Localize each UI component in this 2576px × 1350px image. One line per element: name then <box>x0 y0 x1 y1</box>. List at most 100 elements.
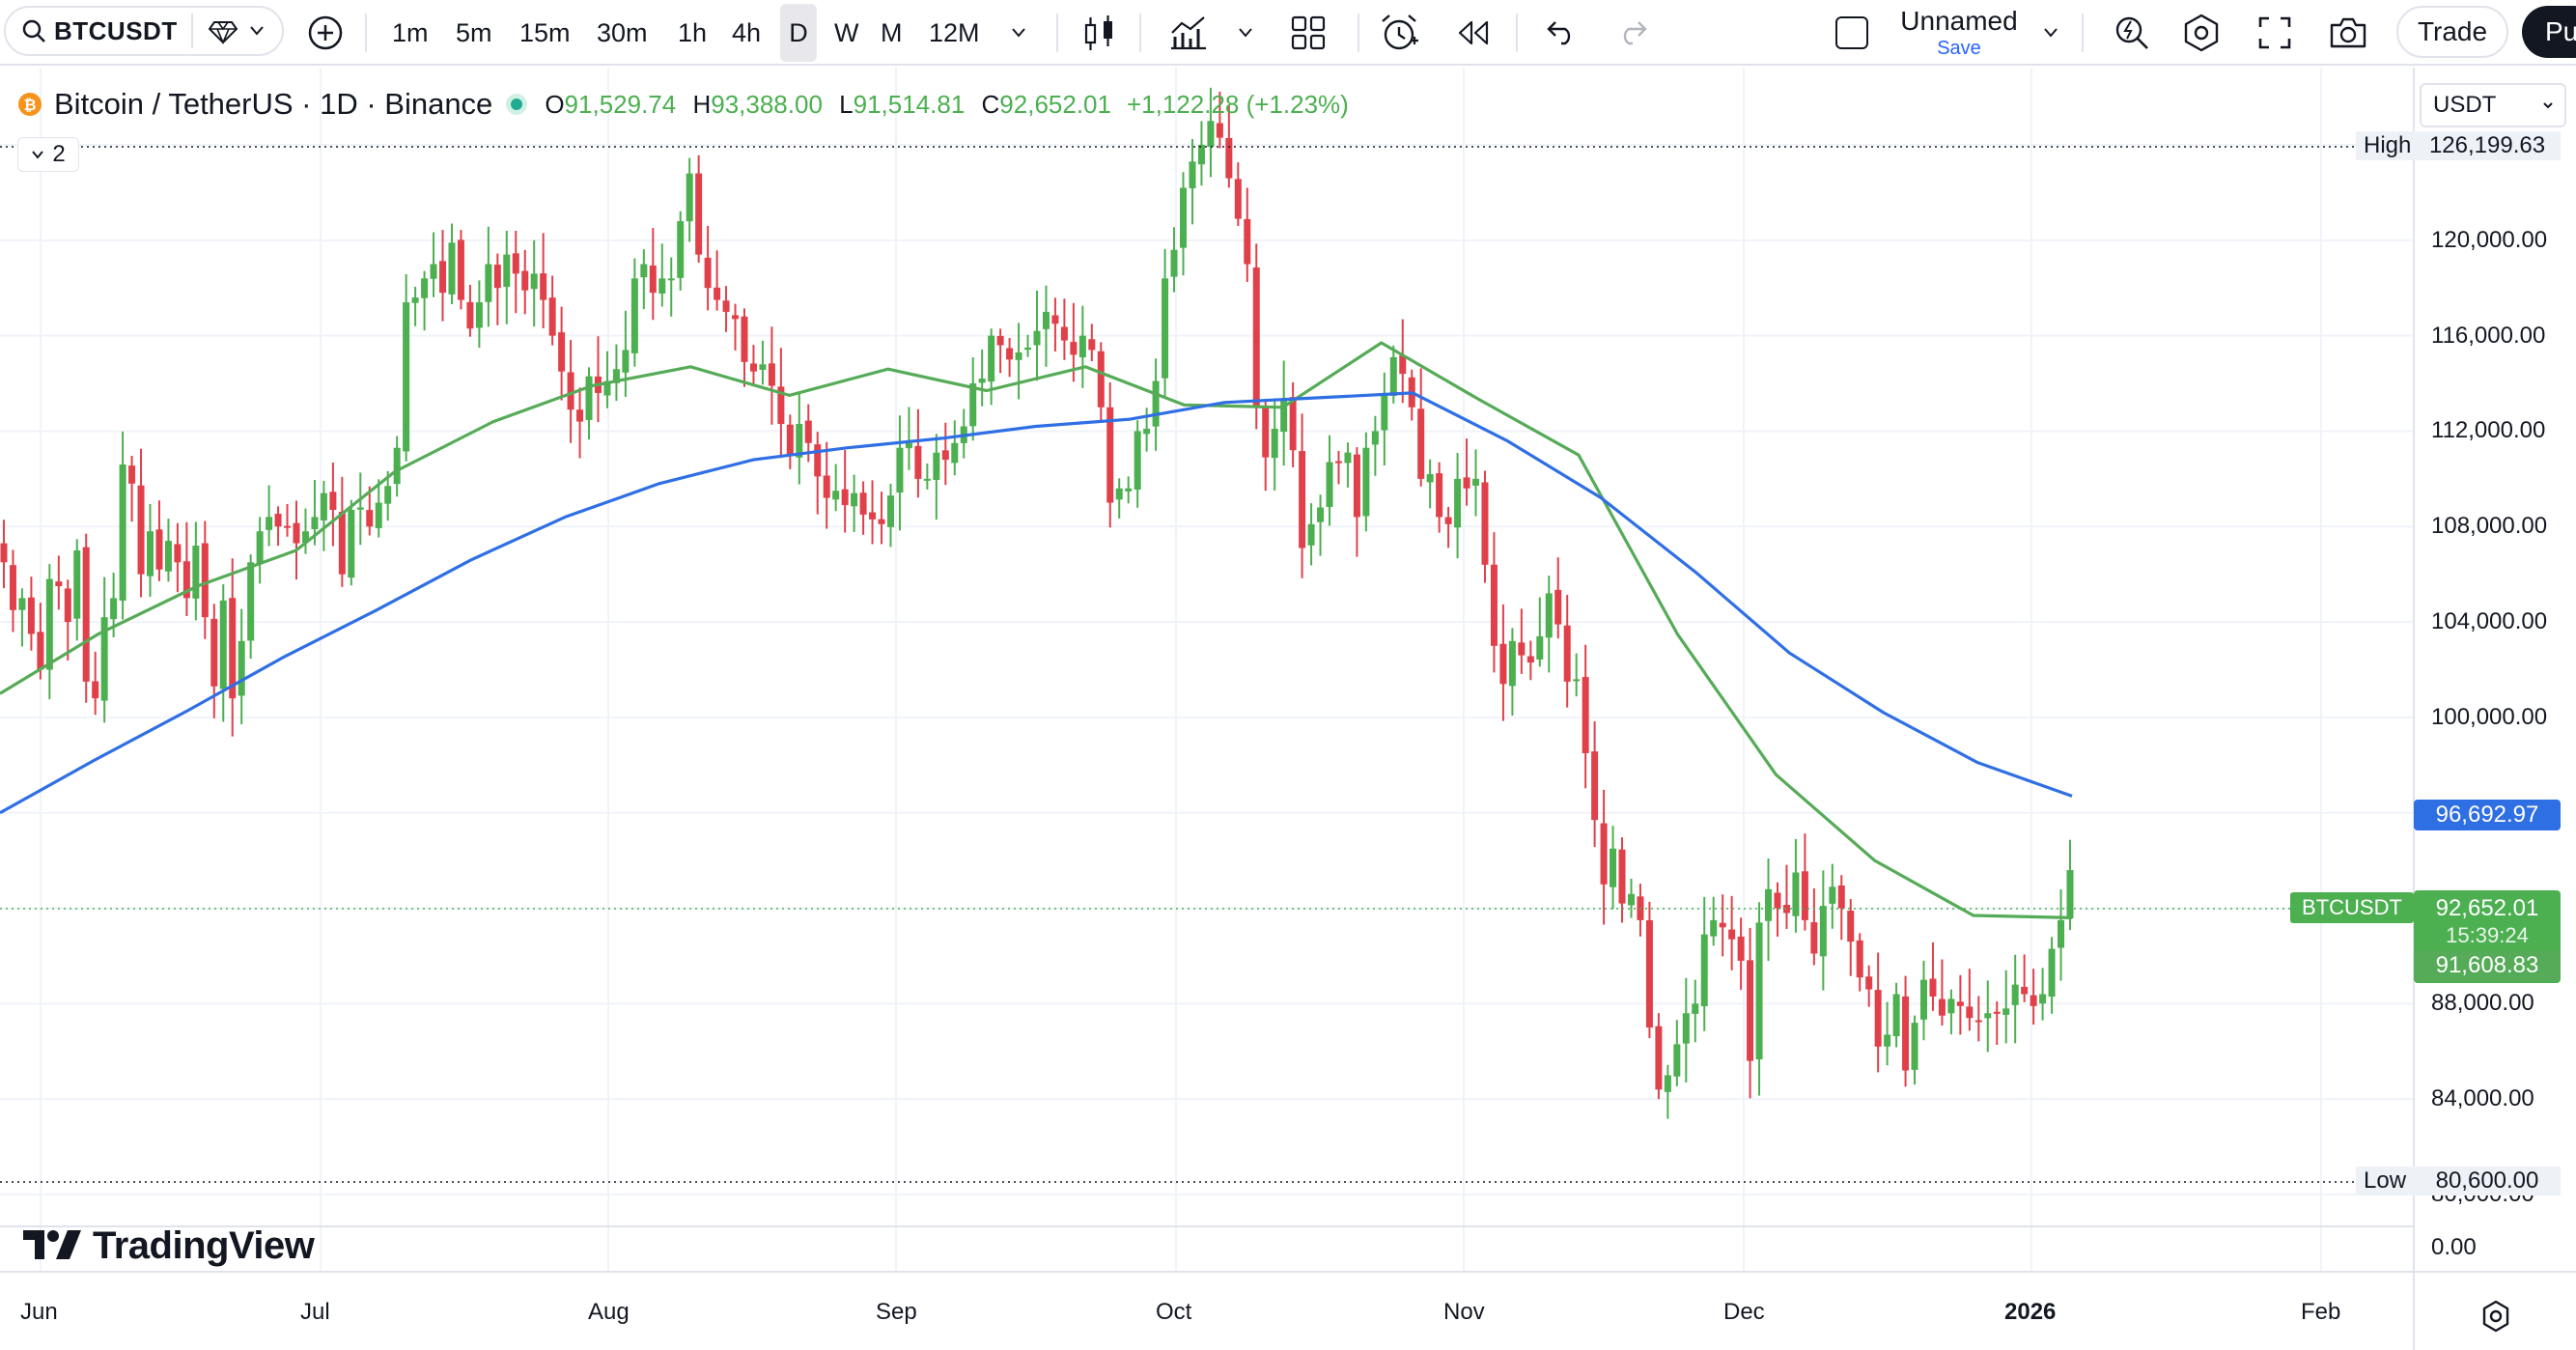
timeframe-12m[interactable]: 12M <box>929 17 980 47</box>
candle-body <box>969 383 977 427</box>
candle-body <box>247 562 255 641</box>
candle-body <box>1765 888 1773 921</box>
timeframe-1h[interactable]: 1h <box>678 17 708 47</box>
redo-button[interactable] <box>1609 0 1657 66</box>
candle-body <box>1819 906 1827 957</box>
chevron-down-icon[interactable] <box>249 25 265 37</box>
fullscreen-button[interactable] <box>2252 0 2298 66</box>
candle-body <box>1582 677 1589 753</box>
publish-button[interactable]: Pu <box>2522 6 2576 58</box>
symbol-price-tag: BTCUSDT <box>2290 892 2414 923</box>
save-label[interactable]: Save <box>1937 38 1981 59</box>
candle-body <box>266 517 273 530</box>
ma-long-line[interactable] <box>0 391 2073 815</box>
candle-body <box>1490 564 1498 646</box>
candle-body <box>732 315 740 320</box>
layout-name-menu[interactable]: Unnamed Save <box>1896 4 2022 62</box>
timeframe-30m[interactable]: 30m <box>597 17 648 47</box>
toolbar-divider <box>1139 14 1141 52</box>
candle-body <box>329 492 337 510</box>
top-toolbar: BTCUSDT 1m 5m 15m 30m 1h 4h D W M 12M <box>0 0 2576 66</box>
candle-body <box>137 485 145 575</box>
axis-settings-button[interactable] <box>2479 1300 2512 1333</box>
low-marker-label: Low <box>2356 1167 2415 1195</box>
candle-body <box>923 478 931 481</box>
candle-body <box>512 253 519 274</box>
tradingview-logo[interactable]: TradingView <box>23 1224 315 1267</box>
candle-body <box>1399 355 1407 375</box>
timeframe-dropdown[interactable] <box>1004 0 1033 66</box>
candle-body <box>978 379 986 383</box>
candle-body <box>2048 948 2056 998</box>
timeframe-d[interactable]: D <box>780 4 817 62</box>
timeframe-m[interactable]: M <box>881 17 903 47</box>
candle-body <box>1115 488 1123 500</box>
candle-body <box>1262 407 1270 458</box>
layout-dropdown[interactable] <box>2039 0 2062 66</box>
add-symbol-button[interactable] <box>301 0 350 66</box>
chevron-down-icon <box>1238 27 1253 39</box>
candle-body <box>73 549 81 619</box>
timeframe-1m[interactable]: 1m <box>392 17 429 47</box>
quick-search-button[interactable] <box>2109 0 2155 66</box>
candle-body <box>1381 392 1388 431</box>
time-tick-label: Jun <box>20 1299 58 1325</box>
candle-body <box>485 264 492 302</box>
candle-body <box>164 541 172 572</box>
candle-body <box>1919 979 1927 1020</box>
candle-body <box>1719 922 1726 928</box>
price-tick-label: 108,000.00 <box>2431 513 2548 540</box>
market-status-icon[interactable] <box>506 94 528 115</box>
candle-body <box>1782 905 1790 914</box>
candle-body <box>1152 380 1160 427</box>
indicators-toggle[interactable]: 2 <box>17 137 79 172</box>
candle-body <box>1792 872 1800 916</box>
open-label: O <box>545 89 565 119</box>
timeframe-4h[interactable]: 4h <box>732 17 762 47</box>
snapshot-button[interactable] <box>2325 0 2371 66</box>
layouts-button[interactable] <box>1284 0 1332 66</box>
candle-body <box>603 380 611 396</box>
indicators-button[interactable] <box>1164 0 1213 66</box>
candle-body <box>18 598 26 610</box>
timeframe-15m[interactable]: 15m <box>519 17 571 47</box>
candle-body <box>677 221 685 278</box>
layout-checkbox[interactable] <box>1829 0 1875 66</box>
candle-body <box>567 372 574 410</box>
candle-body <box>1911 1023 1918 1070</box>
high-marker-value: 126,199.63 <box>2414 131 2561 160</box>
chart-title[interactable]: Bitcoin / TetherUS · 1D · Binance <box>54 87 493 121</box>
open-value: 91,529.74 <box>564 89 677 119</box>
indicators-dropdown[interactable] <box>1234 0 1257 66</box>
chart-type-button[interactable] <box>1076 0 1124 66</box>
currency-select[interactable]: USDT <box>2420 83 2566 127</box>
candle-body <box>796 424 803 458</box>
candle-body <box>375 502 382 528</box>
candle-body <box>1015 352 1022 360</box>
undo-button[interactable] <box>1537 0 1585 66</box>
candle-body <box>1700 934 1708 1006</box>
gear-icon <box>2479 1300 2512 1333</box>
candle-body <box>1655 1026 1663 1090</box>
candle-body <box>1518 642 1526 656</box>
candle-body <box>1051 315 1059 324</box>
replay-button[interactable] <box>1448 0 1497 66</box>
candle-body <box>1389 356 1397 396</box>
timeframe-5m[interactable]: 5m <box>456 17 492 47</box>
diamond-icon[interactable] <box>209 19 238 44</box>
candle-body <box>2039 994 2047 1004</box>
candle-body <box>759 364 767 370</box>
settings-button[interactable] <box>2178 0 2225 66</box>
trade-button[interactable]: Trade <box>2396 6 2508 58</box>
timeframe-w[interactable]: W <box>834 17 859 47</box>
symbol-search[interactable]: BTCUSDT <box>4 6 284 56</box>
candle-body <box>293 522 300 544</box>
candle-body <box>110 598 118 620</box>
candle-body <box>1737 936 1745 961</box>
candle-body <box>1353 454 1360 518</box>
ma-short-line[interactable] <box>0 341 2073 919</box>
alert-button[interactable] <box>1375 0 1423 66</box>
candle-body <box>421 278 429 298</box>
candle-body <box>886 495 894 527</box>
